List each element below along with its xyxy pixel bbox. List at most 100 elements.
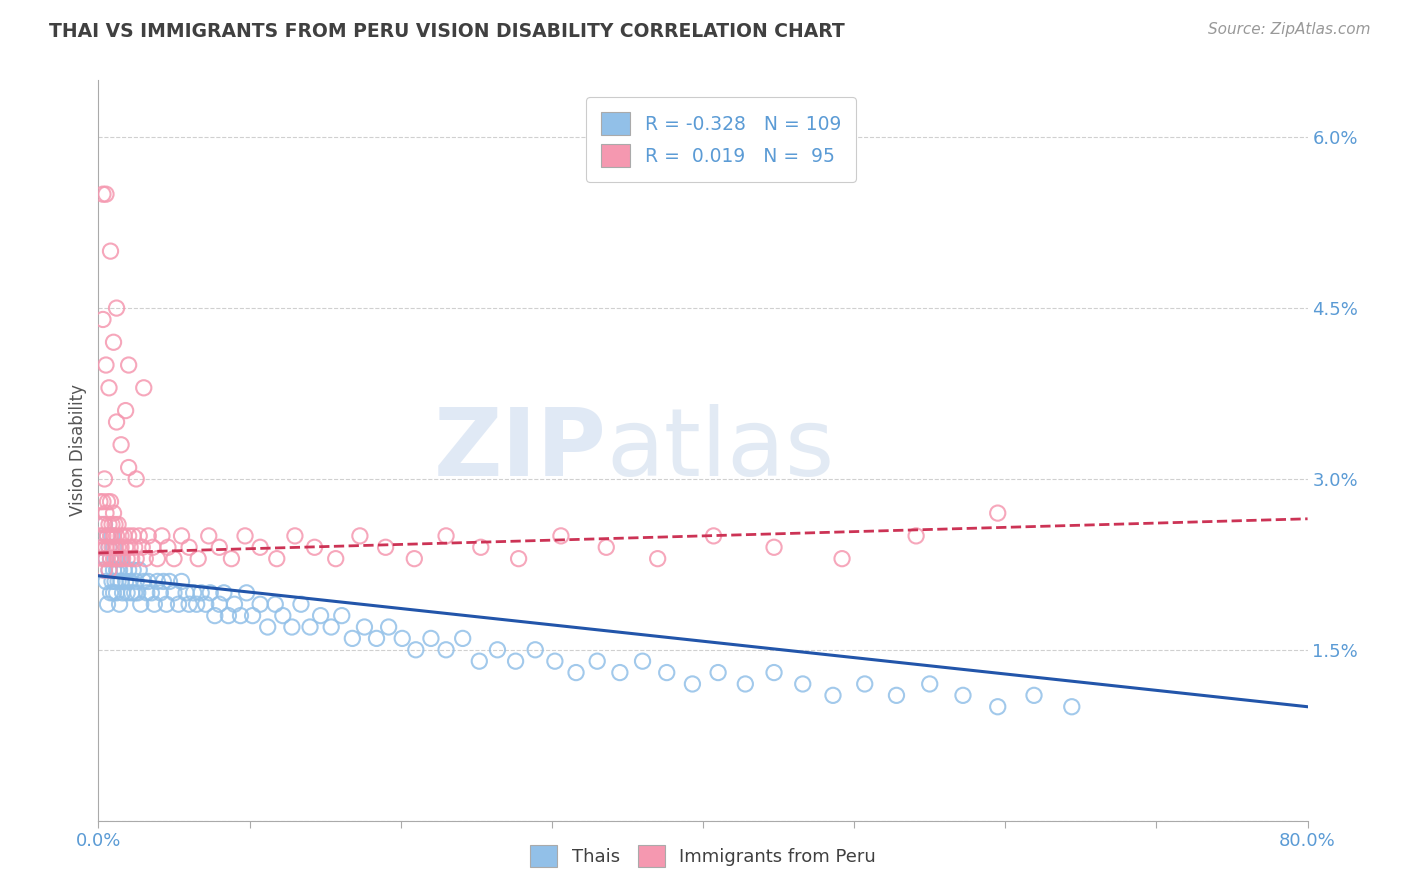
Point: [98, 381, 121, 395]
Point: [831, 551, 853, 566]
Point: [586, 654, 609, 668]
Point: [124, 541, 146, 555]
Point: [134, 551, 156, 566]
Point: [94, 574, 117, 589]
Point: [1060, 699, 1083, 714]
Point: [104, 517, 127, 532]
Point: [125, 551, 148, 566]
Point: [100, 494, 122, 508]
Point: [90, 541, 112, 555]
Point: [101, 574, 124, 589]
Point: [98, 563, 121, 577]
Point: [96, 529, 118, 543]
Point: [183, 586, 205, 600]
Point: [112, 563, 135, 577]
Point: [107, 517, 129, 532]
Point: [655, 665, 678, 680]
Point: [1022, 689, 1045, 703]
Point: [94, 541, 117, 555]
Point: [118, 358, 141, 372]
Point: [179, 541, 201, 555]
Point: [105, 529, 128, 543]
Point: [451, 632, 474, 646]
Point: [366, 632, 388, 646]
Point: [103, 506, 125, 520]
Point: [100, 586, 122, 600]
Point: [89, 529, 111, 543]
Point: [330, 608, 353, 623]
Text: atlas: atlas: [606, 404, 835, 497]
Point: [249, 541, 271, 555]
Point: [96, 597, 118, 611]
Point: [107, 541, 129, 555]
Point: [486, 642, 509, 657]
Point: [391, 632, 413, 646]
Point: [266, 551, 288, 566]
Point: [221, 551, 243, 566]
Point: [94, 187, 117, 202]
Point: [121, 586, 143, 600]
Point: [128, 563, 150, 577]
Point: [120, 574, 142, 589]
Point: [264, 597, 287, 611]
Point: [524, 642, 547, 657]
Point: [91, 529, 114, 543]
Point: [89, 494, 111, 508]
Point: [105, 301, 128, 315]
Point: [98, 563, 121, 577]
Point: [163, 551, 186, 566]
Point: [918, 677, 941, 691]
Point: [103, 529, 125, 543]
Point: [100, 529, 122, 543]
Point: [155, 597, 177, 611]
Point: [90, 517, 112, 532]
Point: [120, 541, 142, 555]
Point: [405, 642, 427, 657]
Point: [141, 586, 163, 600]
Point: [91, 551, 114, 566]
Point: [505, 654, 527, 668]
Point: [595, 541, 617, 555]
Point: [284, 529, 307, 543]
Point: [309, 608, 332, 623]
Point: [114, 541, 136, 555]
Point: [204, 608, 226, 623]
Point: [987, 506, 1010, 520]
Point: [256, 620, 278, 634]
Point: [93, 517, 115, 532]
Point: [98, 541, 121, 555]
Point: [242, 608, 264, 623]
Point: [159, 574, 181, 589]
Point: [987, 699, 1010, 714]
Point: [94, 358, 117, 372]
Point: [905, 529, 928, 543]
Text: Source: ZipAtlas.com: Source: ZipAtlas.com: [1208, 22, 1371, 37]
Point: [107, 551, 129, 566]
Point: [179, 597, 201, 611]
Point: [229, 608, 252, 623]
Point: [112, 529, 135, 543]
Point: [118, 563, 141, 577]
Point: [208, 597, 231, 611]
Point: [233, 529, 256, 543]
Point: [96, 494, 118, 508]
Point: [136, 529, 159, 543]
Point: [125, 472, 148, 486]
Point: [98, 517, 121, 532]
Point: [100, 551, 122, 566]
Point: [470, 541, 492, 555]
Point: [121, 551, 143, 566]
Point: [110, 574, 132, 589]
Point: [468, 654, 491, 668]
Point: [420, 632, 443, 646]
Point: [142, 541, 165, 555]
Point: [609, 665, 631, 680]
Point: [167, 597, 190, 611]
Point: [763, 665, 786, 680]
Point: [93, 517, 115, 532]
Point: [349, 529, 371, 543]
Point: [115, 551, 138, 566]
Point: [146, 574, 169, 589]
Point: [101, 529, 124, 543]
Point: [224, 597, 246, 611]
